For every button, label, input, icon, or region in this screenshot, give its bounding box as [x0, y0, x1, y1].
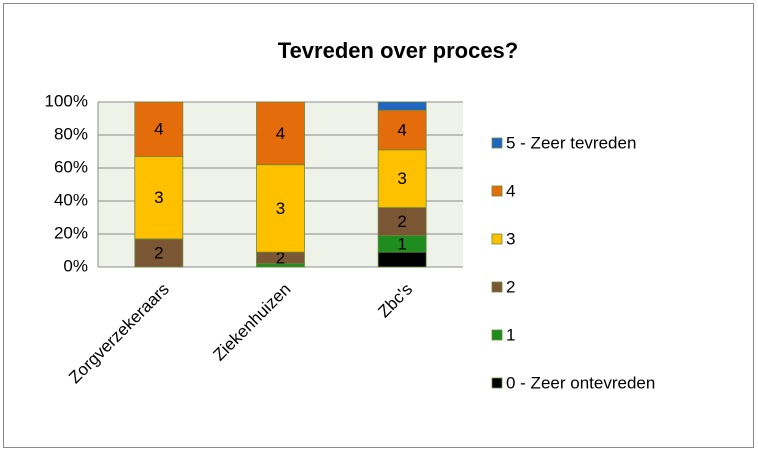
legend-swatch: [491, 377, 503, 389]
data-label: 3: [276, 199, 285, 218]
data-label: 3: [397, 169, 406, 188]
data-label: 2: [276, 248, 285, 267]
data-label: 3: [154, 188, 163, 207]
legend-swatch: [491, 185, 503, 197]
bar-segment: [377, 207, 427, 237]
legend-swatch: [491, 329, 503, 341]
legend-swatch: [491, 281, 503, 293]
bar-segment: [377, 101, 427, 111]
data-label: 4: [397, 121, 406, 140]
data-label: 2: [154, 243, 163, 262]
legend-label: 3: [506, 229, 515, 248]
legend-label: 1: [506, 325, 515, 344]
legend-swatch: [491, 137, 503, 149]
legend-label: 5 - Zeer tevreden: [506, 133, 636, 152]
legend-label: 4: [506, 181, 515, 200]
bar-segment: [134, 101, 184, 157]
data-label: 1: [397, 234, 406, 253]
y-tick-label: 20%: [54, 223, 88, 242]
data-label: 4: [276, 124, 285, 143]
bar-segment: [377, 251, 427, 268]
bar-segment: [377, 149, 427, 209]
bar-segment: [377, 109, 427, 151]
bar-segment: [134, 156, 184, 240]
y-tick-label: 100%: [45, 91, 88, 110]
data-label: 2: [397, 212, 406, 231]
legend-swatch: [491, 233, 503, 245]
chart-title: Tevreden over proces?: [278, 38, 518, 63]
y-tick-label: 0%: [63, 256, 88, 275]
data-label: 4: [154, 120, 163, 139]
y-tick-label: 60%: [54, 157, 88, 176]
legend-label: 2: [506, 277, 515, 296]
legend-label: 0 - Zeer ontevreden: [506, 373, 655, 392]
y-tick-label: 40%: [54, 190, 88, 209]
bar-segment: [256, 101, 305, 166]
y-tick-label: 80%: [54, 124, 88, 143]
